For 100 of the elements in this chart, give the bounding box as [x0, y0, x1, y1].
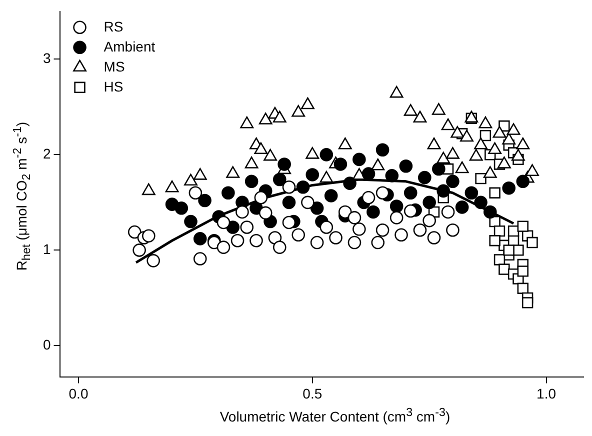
point — [450, 126, 464, 138]
point — [508, 225, 520, 237]
point — [489, 187, 500, 198]
point — [272, 240, 286, 254]
point — [352, 152, 366, 166]
point — [198, 194, 212, 208]
point — [310, 202, 324, 215]
legend-label: RS — [104, 18, 124, 34]
point — [390, 200, 404, 213]
point — [376, 186, 390, 200]
point — [300, 97, 314, 110]
point — [516, 137, 530, 150]
y-tick-label: 1 — [42, 241, 51, 258]
point — [272, 110, 286, 123]
point — [264, 148, 277, 161]
point — [306, 168, 320, 182]
point — [282, 216, 296, 230]
point — [230, 234, 244, 248]
point — [216, 216, 230, 230]
point — [222, 186, 235, 200]
point — [278, 158, 291, 171]
point — [394, 228, 408, 242]
point — [418, 170, 432, 184]
point — [165, 180, 179, 192]
point — [399, 159, 413, 173]
point — [464, 186, 478, 200]
point — [522, 297, 534, 308]
point — [455, 200, 469, 214]
point — [497, 156, 511, 168]
point — [272, 172, 286, 186]
point — [517, 282, 528, 294]
y-tick-label: 0 — [42, 336, 51, 353]
point — [455, 161, 469, 174]
point — [432, 103, 446, 115]
point — [376, 143, 390, 157]
point — [475, 172, 486, 184]
point — [404, 104, 418, 116]
point — [512, 148, 525, 161]
point — [492, 126, 506, 138]
point — [446, 147, 460, 159]
point — [483, 166, 497, 178]
point — [254, 142, 268, 154]
point — [474, 196, 488, 210]
point — [517, 220, 528, 232]
point — [502, 181, 516, 195]
point — [193, 232, 207, 246]
y-tick-label: 2 — [42, 146, 51, 162]
point — [502, 132, 516, 144]
point — [432, 162, 446, 176]
point — [292, 104, 306, 117]
point — [324, 189, 338, 202]
point — [329, 231, 342, 244]
point — [385, 169, 399, 182]
point — [348, 211, 362, 224]
point — [226, 220, 240, 234]
point — [422, 214, 436, 228]
point — [250, 234, 263, 248]
point — [142, 183, 156, 196]
point — [427, 231, 441, 244]
point — [526, 164, 539, 176]
point — [240, 220, 254, 234]
point — [526, 236, 538, 248]
point — [413, 110, 427, 123]
point — [446, 174, 460, 188]
point — [441, 118, 455, 130]
x-tick-label: 0.5 — [302, 385, 322, 402]
point — [165, 198, 179, 211]
point — [343, 176, 356, 190]
point — [352, 222, 366, 236]
y-tick-label: 3 — [42, 50, 51, 66]
point — [413, 223, 427, 237]
point — [258, 112, 272, 124]
point — [469, 148, 483, 161]
point — [474, 137, 488, 150]
point — [517, 266, 528, 277]
point — [427, 137, 441, 150]
point — [320, 148, 334, 162]
point — [146, 254, 160, 268]
point — [320, 170, 334, 183]
point — [506, 123, 520, 135]
point — [296, 180, 310, 194]
point — [282, 180, 296, 194]
point — [301, 196, 314, 210]
point — [362, 190, 376, 204]
point — [240, 116, 254, 128]
point — [193, 168, 207, 180]
point — [132, 244, 146, 257]
point — [498, 264, 510, 275]
point — [292, 228, 306, 242]
point — [366, 205, 380, 219]
x-tick-label: 1.0 — [536, 385, 556, 402]
legend-label: MS — [104, 58, 125, 74]
point — [404, 204, 418, 218]
point — [244, 174, 258, 188]
point — [193, 252, 207, 266]
point — [422, 196, 436, 210]
point — [362, 167, 376, 180]
point — [348, 236, 362, 250]
point — [376, 223, 390, 237]
point — [446, 223, 460, 237]
